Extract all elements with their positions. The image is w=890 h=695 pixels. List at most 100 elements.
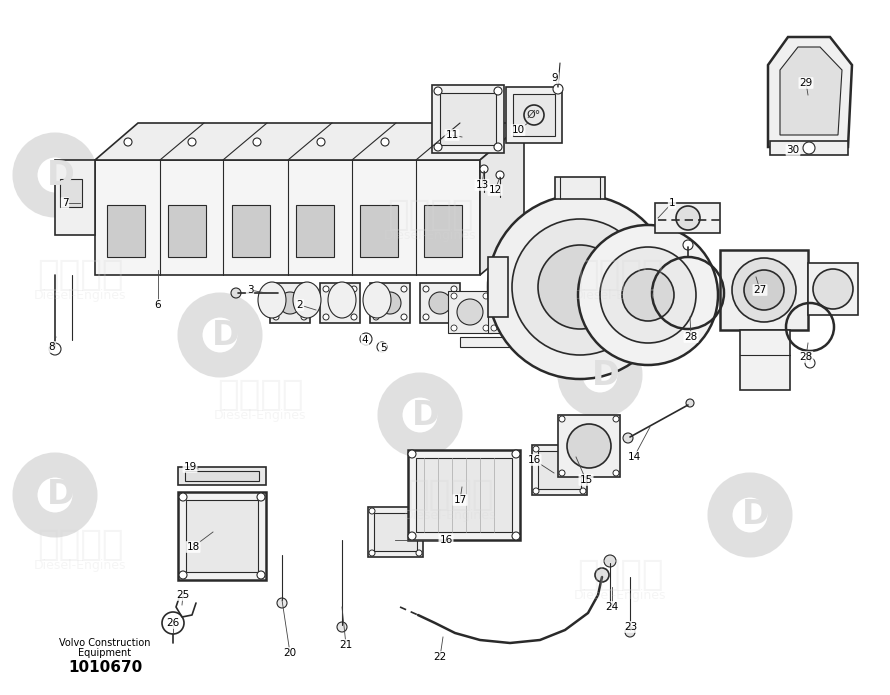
Circle shape [373, 286, 379, 292]
Text: Diesel-Engines: Diesel-Engines [574, 589, 667, 601]
Circle shape [542, 299, 568, 325]
Circle shape [744, 270, 784, 310]
Circle shape [483, 293, 489, 299]
Circle shape [497, 299, 523, 325]
Text: Diesel-Engines: Diesel-Engines [404, 509, 497, 521]
Circle shape [401, 286, 407, 292]
Circle shape [613, 325, 619, 331]
Bar [578, 291, 622, 333]
Text: D: D [592, 359, 619, 391]
Bar [178, 467, 266, 485]
Text: D: D [47, 478, 75, 512]
Circle shape [423, 314, 429, 320]
Text: 4: 4 [361, 335, 368, 345]
Circle shape [805, 358, 815, 368]
Circle shape [595, 568, 609, 582]
Circle shape [581, 293, 587, 299]
Ellipse shape [258, 282, 286, 318]
Bar [448, 291, 492, 333]
Bar [424, 205, 462, 257]
Circle shape [568, 325, 574, 331]
Text: 紫发动力: 紫发动力 [407, 478, 493, 512]
Text: 20: 20 [283, 648, 296, 658]
Ellipse shape [293, 282, 321, 318]
Bar [186, 500, 258, 572]
Circle shape [408, 450, 416, 458]
Bar [296, 205, 334, 257]
Circle shape [301, 314, 307, 320]
Circle shape [580, 446, 586, 452]
Circle shape [257, 571, 265, 579]
Circle shape [553, 84, 563, 94]
Circle shape [533, 488, 539, 494]
Circle shape [369, 508, 375, 514]
Circle shape [732, 258, 796, 322]
Bar [532, 445, 587, 495]
Text: 2: 2 [296, 300, 303, 310]
Text: 23: 23 [625, 622, 637, 632]
Circle shape [512, 450, 520, 458]
Text: 紫发动力: 紫发动力 [577, 558, 663, 592]
Circle shape [323, 314, 329, 320]
Polygon shape [480, 123, 524, 275]
Bar [408, 450, 520, 540]
Bar [370, 283, 410, 323]
Text: 19: 19 [183, 462, 197, 472]
Bar [374, 513, 417, 551]
Text: 9: 9 [552, 73, 558, 83]
Bar [368, 507, 423, 557]
Bar [107, 205, 145, 257]
Polygon shape [780, 47, 842, 135]
Circle shape [491, 293, 497, 299]
Text: 6: 6 [155, 300, 161, 310]
Circle shape [416, 508, 422, 514]
Circle shape [377, 342, 387, 352]
Text: Diesel-Engines: Diesel-Engines [574, 288, 667, 302]
Polygon shape [808, 263, 858, 315]
Text: 紫发动力: 紫发动力 [36, 258, 123, 292]
Circle shape [491, 325, 497, 331]
Circle shape [401, 314, 407, 320]
Circle shape [494, 87, 502, 95]
Circle shape [124, 138, 132, 146]
Circle shape [451, 293, 457, 299]
Text: 1010670: 1010670 [68, 660, 142, 675]
Circle shape [253, 138, 261, 146]
Text: Diesel-Engines: Diesel-Engines [214, 409, 306, 421]
Text: 15: 15 [579, 475, 593, 485]
Text: Diesel-Engines: Diesel-Engines [34, 288, 126, 302]
Circle shape [369, 550, 375, 556]
Bar [555, 177, 605, 199]
Text: Ø°: Ø° [527, 110, 541, 120]
Text: 17: 17 [453, 495, 466, 505]
Bar [270, 283, 310, 323]
Circle shape [683, 240, 693, 250]
Bar [420, 283, 460, 323]
Text: 10: 10 [512, 125, 524, 135]
Text: Volvo Construction: Volvo Construction [60, 638, 150, 648]
Circle shape [423, 286, 429, 292]
Bar [488, 291, 532, 333]
Circle shape [49, 343, 61, 355]
Text: 21: 21 [339, 640, 352, 650]
Circle shape [676, 206, 700, 230]
Circle shape [179, 493, 187, 501]
Circle shape [351, 314, 357, 320]
Polygon shape [95, 123, 524, 160]
Circle shape [496, 171, 504, 179]
Circle shape [360, 333, 372, 345]
Ellipse shape [328, 282, 356, 318]
Circle shape [451, 314, 457, 320]
Bar [506, 87, 562, 143]
Circle shape [483, 325, 489, 331]
Text: Diesel-Engines: Diesel-Engines [384, 229, 476, 241]
Circle shape [523, 293, 529, 299]
Polygon shape [55, 160, 95, 235]
Text: 紫发动力: 紫发动力 [36, 528, 123, 562]
Circle shape [512, 219, 648, 355]
Circle shape [273, 314, 279, 320]
Text: 紫发动力: 紫发动力 [387, 198, 473, 232]
Circle shape [494, 143, 502, 151]
Text: 28: 28 [684, 332, 698, 342]
Circle shape [538, 245, 622, 329]
